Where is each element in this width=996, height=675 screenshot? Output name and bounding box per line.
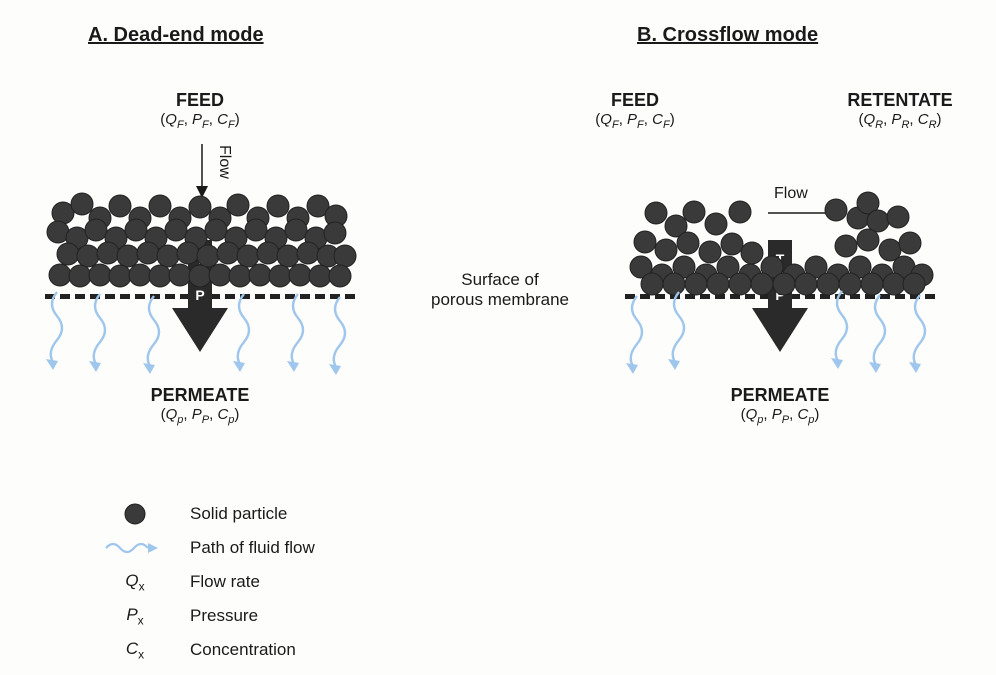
legend-row-particle: Solid particle [80, 497, 315, 531]
legend-particle-icon [80, 502, 190, 526]
legend-c-symbol: Cx [80, 639, 190, 661]
legend-row-fluid: Path of fluid flow [80, 531, 315, 565]
legend-p-text: Pressure [190, 606, 258, 626]
legend-fluid-icon [80, 536, 190, 560]
legend-q-symbol: Qx [80, 571, 190, 593]
legend-row-q: Qx Flow rate [80, 565, 315, 599]
legend-c-text: Concentration [190, 640, 296, 660]
legend: Solid particle Path of fluid flow Qx Flo… [80, 497, 315, 667]
legend-p-symbol: Px [80, 605, 190, 627]
legend-row-p: Px Pressure [80, 599, 315, 633]
legend-fluid-text: Path of fluid flow [190, 538, 315, 558]
legend-particle-text: Solid particle [190, 504, 287, 524]
legend-q-text: Flow rate [190, 572, 260, 592]
fluid-paths [0, 0, 996, 500]
legend-row-c: Cx Concentration [80, 633, 315, 667]
